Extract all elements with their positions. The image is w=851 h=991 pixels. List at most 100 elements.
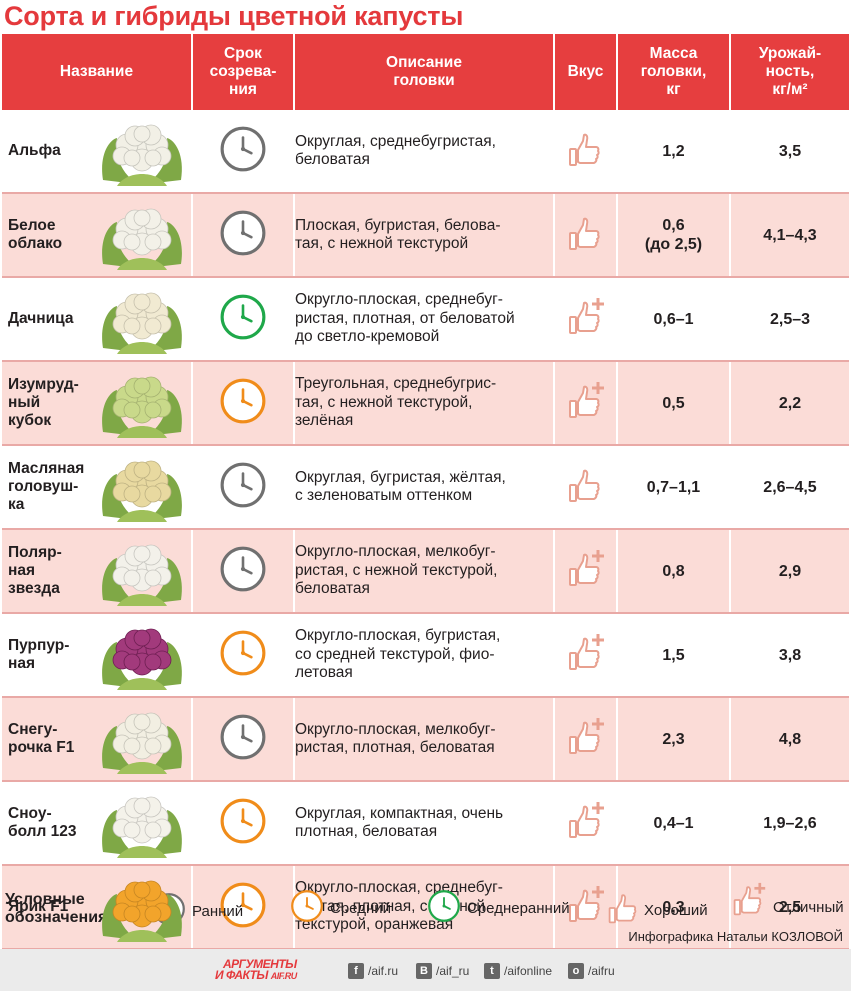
- head-description: Округлая, бугристая, жёлтая, с зеленоват…: [294, 445, 555, 530]
- variety-name: Дачница: [8, 310, 74, 327]
- variety-name-cell: Пурпур- ная: [2, 613, 193, 698]
- clock-medium-early-icon: [219, 294, 267, 345]
- social-vk[interactable]: В /aif_ru: [416, 963, 469, 979]
- legend-excellent-label: Отличный: [773, 898, 844, 916]
- facebook-icon: f: [348, 963, 364, 979]
- variety-name: Изумруд- ный кубок: [8, 376, 79, 429]
- cauliflower-image: [97, 194, 187, 276]
- variety-name-cell: Масляная головуш- ка: [2, 445, 193, 530]
- variety-name: Снегу- рочка F1: [8, 721, 75, 756]
- footer: АРГУМЕНТЫ И ФАКТЫ AIF.RU f /aif.ru В /ai…: [0, 949, 851, 991]
- header-period: Срок созрева- ния: [192, 34, 295, 110]
- ripening-cell: [192, 361, 295, 446]
- variety-name: Пурпур- ная: [8, 637, 70, 672]
- taste-cell: [554, 529, 618, 614]
- taste-cell: [554, 110, 618, 194]
- odnoklassniki-icon: о: [568, 963, 584, 979]
- clock-early-icon: [219, 126, 267, 177]
- taste-cell: [554, 361, 618, 446]
- header-desc: Описание головки: [294, 34, 555, 110]
- infographic-credit: Инфографика Натальи КОЗЛОВОЙ: [628, 929, 843, 944]
- head-mass: 0,6–1: [617, 277, 731, 362]
- head-mass: 1,2: [617, 110, 731, 194]
- header-yield: Урожай- ность, кг/м²: [730, 34, 849, 110]
- table-row: Изумруд- ный кубок Треугольная, среднебуг…: [2, 361, 849, 446]
- head-mass: 0,3: [617, 865, 731, 950]
- head-mass: 2,3: [617, 697, 731, 782]
- thumb-up-plus-icon: [566, 885, 606, 929]
- variety-name-cell: Белое облако: [2, 193, 193, 278]
- variety-name-cell: Ярик F1: [2, 865, 193, 950]
- thumb-up-plus-icon: [566, 549, 606, 593]
- yield-value: 3,8: [730, 613, 849, 698]
- yield-value: 1,9–2,6: [730, 781, 849, 866]
- yield-value: 3,5: [730, 110, 849, 194]
- legend-medium: Средний: [284, 889, 391, 927]
- header-name: Название: [2, 34, 193, 110]
- taste-cell: [554, 277, 618, 362]
- legend-title: Условные обозначения: [5, 891, 108, 926]
- cauliflower-image: [97, 530, 187, 612]
- table-row: Масляная головуш- ка Округлая, бугристая,…: [2, 445, 849, 530]
- thumb-up-plus-icon: [731, 882, 767, 922]
- ripening-cell: [192, 697, 295, 782]
- brand-logo[interactable]: АРГУМЕНТЫ И ФАКТЫ AIF.RU: [215, 957, 325, 983]
- head-description: Округло-плоская, бугристая, со средней т…: [294, 613, 555, 698]
- head-mass: 1,5: [617, 613, 731, 698]
- head-description: Округло-плоская, среднебуг- ристая, плот…: [294, 865, 555, 950]
- social-facebook[interactable]: f /aif.ru: [348, 963, 398, 979]
- ripening-cell: [192, 529, 295, 614]
- table-row: Ярик F1 Округло-плоская, среднебуг- риста…: [2, 865, 849, 950]
- clock-medium-icon: [219, 378, 267, 429]
- yield-value: 2,6–4,5: [730, 445, 849, 530]
- variety-name-cell: Альфа: [2, 110, 193, 194]
- variety-name: Сноу- болл 123: [8, 805, 77, 840]
- head-description: Плоская, бугристая, белова- тая, с нежно…: [294, 193, 555, 278]
- cauliflower-image: [97, 866, 187, 948]
- head-mass: 0,7–1,1: [617, 445, 731, 530]
- table-row: Белое облако Плоская, бугристая, белова- …: [2, 193, 849, 278]
- taste-cell: [554, 613, 618, 698]
- ripening-cell: [192, 781, 295, 866]
- ripening-cell: [192, 445, 295, 530]
- legend-excellent: Отличный: [725, 882, 844, 922]
- taste-cell: [554, 193, 618, 278]
- head-description: Округло-плоская, мелкобуг- ристая, плотн…: [294, 697, 555, 782]
- cauliflower-image: [97, 698, 187, 780]
- ripening-cell: [192, 110, 295, 194]
- taste-cell: [554, 697, 618, 782]
- thumb-up-icon: [566, 469, 606, 509]
- head-mass: 0,8: [617, 529, 731, 614]
- yield-value: 4,1–4,3: [730, 193, 849, 278]
- ripening-cell: [192, 277, 295, 362]
- table-row: Снегу- рочка F1 Округло-плоская, мелкобуг…: [2, 697, 849, 782]
- thumb-up-plus-icon: [566, 297, 606, 341]
- head-mass: 0,5: [617, 361, 731, 446]
- cauliflower-image: [97, 110, 187, 192]
- head-mass: 0,4–1: [617, 781, 731, 866]
- social-ok[interactable]: о /aifru: [568, 963, 615, 979]
- variety-name: Ярик F1: [8, 898, 69, 915]
- yield-value: 2,5–3: [730, 277, 849, 362]
- legend-medium-early: Среднеранний: [421, 889, 570, 927]
- clock-early-icon: [219, 714, 267, 765]
- table-header-row: Название Срок созрева- ния Описание голо…: [2, 34, 849, 110]
- ripening-cell: [192, 193, 295, 278]
- variety-name: Альфа: [8, 142, 61, 159]
- table-row: Поляр- ная звезда Округло-плоская, мелкоб…: [2, 529, 849, 614]
- table-row: Сноу- болл 123 Округлая, компактная, очен…: [2, 781, 849, 866]
- thumb-up-plus-icon: [566, 801, 606, 845]
- social-twitter[interactable]: t /aifonline: [484, 963, 552, 979]
- taste-cell: [554, 445, 618, 530]
- thumb-up-icon: [606, 890, 642, 930]
- thumb-up-icon: [566, 217, 606, 257]
- variety-name: Масляная головуш- ка: [8, 460, 85, 513]
- thumb-up-plus-icon: [566, 633, 606, 677]
- yield-value: 4,8: [730, 697, 849, 782]
- table-row: Дачница Округло-плоская, среднебуг- риста…: [2, 277, 849, 362]
- clock-medium-icon: [219, 798, 267, 849]
- clock-early-icon: [219, 546, 267, 597]
- table-row: Пурпур- ная Округло-плоская, бугристая, с…: [2, 613, 849, 698]
- cauliflower-image: [97, 614, 187, 696]
- cauliflower-image: [97, 362, 187, 444]
